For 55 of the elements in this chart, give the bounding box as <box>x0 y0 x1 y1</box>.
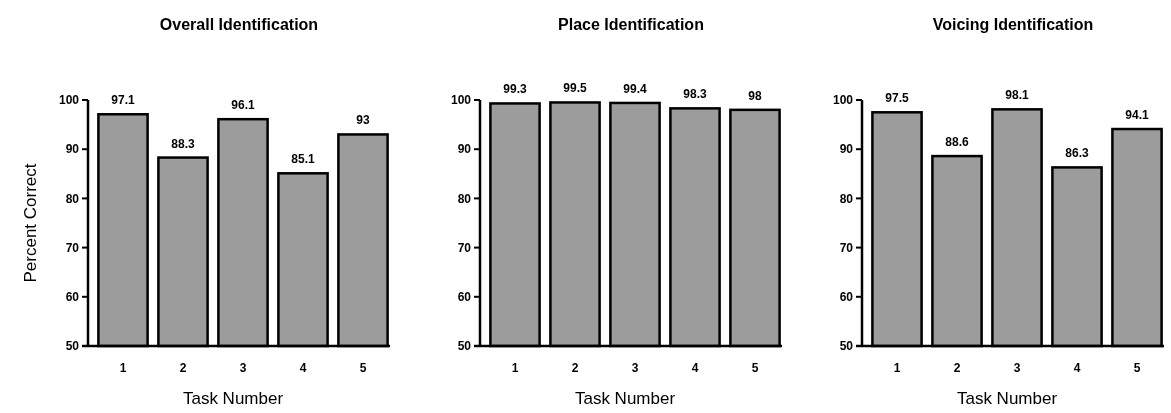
chart-title: Place Identification <box>558 16 704 33</box>
y-tick-label: 90 <box>839 142 854 157</box>
y-tick-label: 70 <box>839 240 854 255</box>
x-tick-label: 4 <box>299 361 307 376</box>
y-tick-label: 90 <box>65 142 80 157</box>
y-tick-label: 60 <box>839 290 854 304</box>
data-label: 93 <box>356 113 370 128</box>
data-label: 94.1 <box>1125 108 1149 123</box>
chart-title: Voicing Identification <box>932 16 1094 33</box>
y-tick-label: 80 <box>839 191 854 206</box>
x-tick-label: 2 <box>571 361 579 376</box>
y-tick-label: 100 <box>450 93 472 108</box>
data-label: 97.1 <box>111 93 135 108</box>
x-tick-label: 3 <box>1013 361 1021 376</box>
data-label: 88.6 <box>945 135 969 150</box>
x-tick-label: 5 <box>751 361 759 376</box>
x-axis-title: Task Number <box>182 388 284 408</box>
x-tick-label: 1 <box>893 361 901 376</box>
data-label: 97.5 <box>885 91 909 106</box>
data-label: 99.5 <box>563 81 587 96</box>
data-label: 88.3 <box>171 136 195 151</box>
x-tick-label: 5 <box>359 361 367 376</box>
data-label: 98.3 <box>683 87 707 102</box>
x-tick-label: 4 <box>1073 361 1081 376</box>
x-tick-label: 1 <box>511 361 519 376</box>
data-label: 99.4 <box>623 81 647 96</box>
data-label: 85.1 <box>291 152 315 167</box>
y-tick-label: 80 <box>65 191 80 206</box>
x-tick-label: 3 <box>631 361 639 376</box>
y-tick-label: 60 <box>457 290 472 304</box>
chart-title: Overall Identification <box>159 16 319 33</box>
data-label: 96.1 <box>231 98 255 113</box>
y-tick-label: 70 <box>457 240 472 255</box>
x-tick-label: 1 <box>119 361 127 376</box>
y-tick-label: 90 <box>457 142 472 157</box>
x-tick-label: 5 <box>1133 361 1141 376</box>
x-tick-label: 4 <box>691 361 699 376</box>
y-axis-title: Percent Correct <box>20 163 40 283</box>
y-tick-label: 50 <box>65 339 80 354</box>
x-axis-title: Task Number <box>574 388 676 408</box>
data-label: 98 <box>748 88 762 103</box>
y-tick-label: 60 <box>65 290 80 304</box>
data-label: 98.1 <box>1005 88 1029 103</box>
y-tick-label: 50 <box>457 339 472 354</box>
x-tick-label: 2 <box>953 361 961 376</box>
y-tick-label: 100 <box>58 93 80 108</box>
y-tick-label: 80 <box>457 191 472 206</box>
x-axis-title: Task Number <box>956 388 1058 408</box>
x-tick-label: 2 <box>179 361 187 376</box>
data-label: 99.3 <box>503 82 527 97</box>
data-label: 86.3 <box>1065 146 1089 161</box>
x-tick-label: 3 <box>239 361 247 376</box>
y-tick-label: 50 <box>839 339 854 354</box>
y-tick-label: 100 <box>832 93 854 108</box>
y-tick-label: 70 <box>65 240 80 255</box>
